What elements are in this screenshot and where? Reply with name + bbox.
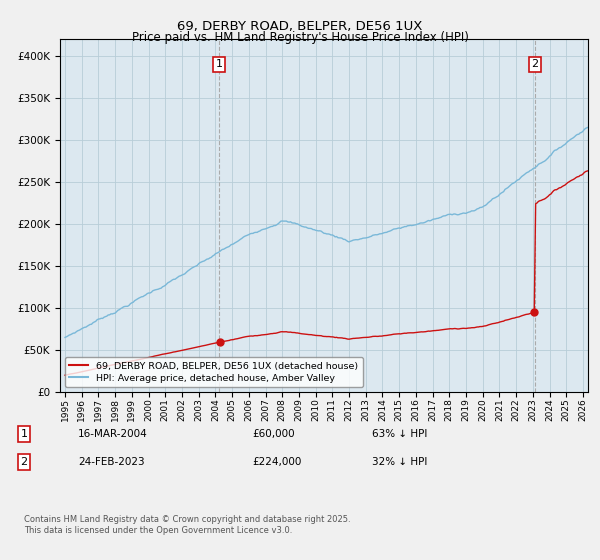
Text: 63% ↓ HPI: 63% ↓ HPI [372,429,427,439]
Text: Price paid vs. HM Land Registry's House Price Index (HPI): Price paid vs. HM Land Registry's House … [131,31,469,44]
Text: £224,000: £224,000 [252,457,301,467]
Text: Contains HM Land Registry data © Crown copyright and database right 2025.
This d: Contains HM Land Registry data © Crown c… [24,515,350,535]
Text: 2: 2 [20,457,28,467]
Text: 32% ↓ HPI: 32% ↓ HPI [372,457,427,467]
Text: 69, DERBY ROAD, BELPER, DE56 1UX: 69, DERBY ROAD, BELPER, DE56 1UX [178,20,422,32]
Text: 16-MAR-2004: 16-MAR-2004 [78,429,148,439]
Text: 2: 2 [532,59,538,69]
Legend: 69, DERBY ROAD, BELPER, DE56 1UX (detached house), HPI: Average price, detached : 69, DERBY ROAD, BELPER, DE56 1UX (detach… [65,357,363,388]
Text: 24-FEB-2023: 24-FEB-2023 [78,457,145,467]
Text: 1: 1 [20,429,28,439]
Text: 1: 1 [215,59,223,69]
Text: £60,000: £60,000 [252,429,295,439]
